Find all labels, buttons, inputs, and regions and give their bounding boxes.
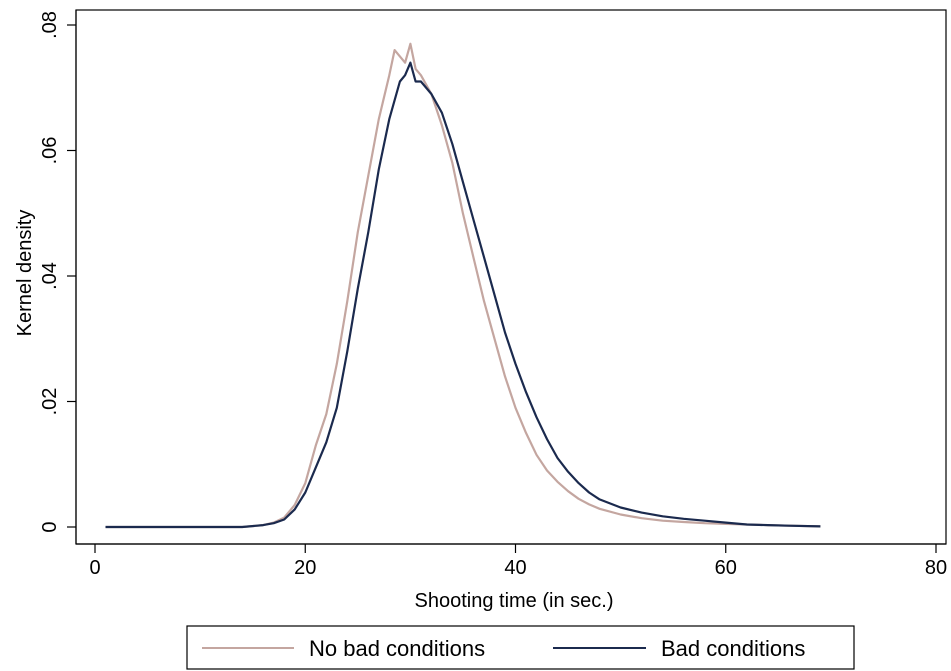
series-line-bad-conditions	[105, 61, 821, 529]
series-line-no-bad-conditions	[105, 42, 821, 529]
x-axis-ticks: 0 20 40 60 80	[89, 544, 947, 579]
x-tick-label: 0	[89, 557, 100, 579]
legend-box	[186, 625, 855, 670]
y-tick-label: .08	[39, 11, 61, 39]
x-tick-label: 20	[294, 557, 316, 579]
x-tick-label: 80	[925, 557, 947, 579]
y-axis-ticks: 0 .02 .04 .06 .08	[39, 11, 76, 533]
legend: No bad conditions Bad conditions	[186, 625, 855, 670]
y-tick-label: .02	[39, 388, 61, 416]
y-axis-title: Kernel density	[14, 210, 36, 337]
y-tick-label: 0	[39, 521, 61, 532]
x-tick-label: 40	[504, 557, 526, 579]
series-layer	[105, 42, 821, 529]
legend-label-no-bad-conditions: No bad conditions	[309, 636, 485, 661]
x-tick-label: 60	[715, 557, 737, 579]
plot-area-frame	[75, 9, 947, 545]
x-axis-title: Shooting time (in sec.)	[415, 590, 614, 612]
y-tick-label: .04	[39, 262, 61, 290]
y-tick-label: .06	[39, 137, 61, 165]
legend-label-bad-conditions: Bad conditions	[661, 636, 805, 661]
